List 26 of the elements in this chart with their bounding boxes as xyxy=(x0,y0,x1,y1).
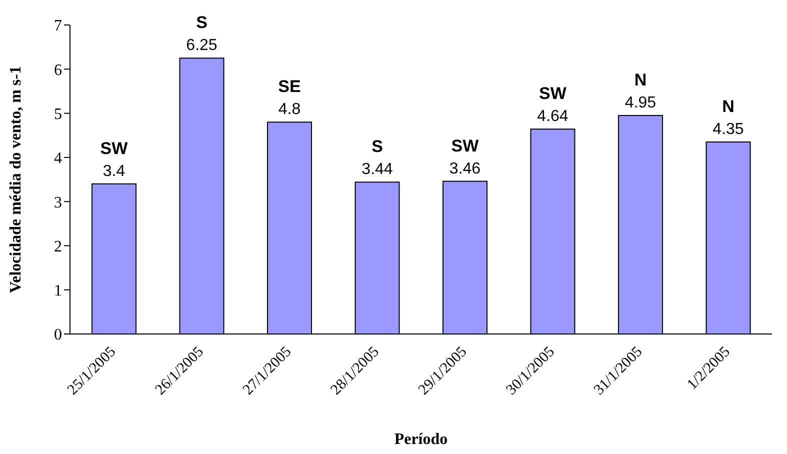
data-label: 4.95 xyxy=(624,94,656,112)
data-label: 3.4 xyxy=(102,162,126,180)
annotation: SW xyxy=(100,138,129,158)
data-label: 4.35 xyxy=(712,120,744,138)
annotation: N xyxy=(634,70,647,90)
y-tick-label: 6 xyxy=(54,62,62,79)
annotation: SW xyxy=(539,84,568,104)
annotation: S xyxy=(196,13,208,32)
data-label: 3.46 xyxy=(449,160,481,178)
y-axis-title: Velocidade média do vento, m s-1 xyxy=(8,66,25,293)
data-label: 6.25 xyxy=(186,37,218,54)
y-tick-label: 1 xyxy=(54,282,62,300)
annotation: SE xyxy=(278,77,301,96)
y-tick-label: 4 xyxy=(54,150,62,168)
y-tick-label: 7 xyxy=(54,18,62,35)
x-axis-title: Período xyxy=(394,431,448,448)
annotation: SW xyxy=(451,136,480,156)
data-label: 4.8 xyxy=(278,101,301,118)
y-tick-label: 3 xyxy=(54,194,62,212)
y-tick-label: 2 xyxy=(54,238,62,256)
annotation: N xyxy=(722,96,734,116)
data-label: 3.44 xyxy=(362,161,393,178)
annotation: S xyxy=(372,137,383,156)
y-tick-label: 0 xyxy=(54,326,62,344)
data-label: 4.64 xyxy=(537,108,568,126)
y-tick-label: 5 xyxy=(54,106,62,123)
